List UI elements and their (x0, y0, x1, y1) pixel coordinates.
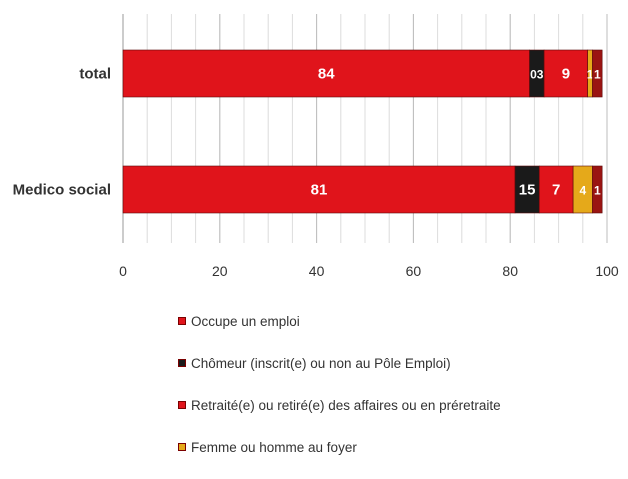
legend-label: Femme ou homme au foyer (191, 439, 357, 455)
data-label: 1 (587, 68, 594, 82)
legend-swatch (178, 401, 186, 409)
bar-segment (514, 165, 540, 214)
legend-swatch (178, 317, 186, 325)
legend: Occupe un emploi Chômeur (inscrit(e) ou n… (178, 311, 501, 479)
legend-label: Chômeur (inscrit(e) ou non au Pôle Emplo… (191, 355, 451, 371)
legend-label: Occupe un emploi (191, 313, 300, 329)
bar-segment (122, 49, 530, 98)
category-label: total (79, 66, 111, 83)
legend-swatch (178, 359, 186, 367)
x-tick-label: 0 (119, 263, 127, 279)
legend-item: Occupe un emploi (178, 311, 501, 331)
bar-segment (538, 165, 574, 214)
data-label: 4 (579, 184, 586, 198)
x-tick-label: 20 (212, 263, 228, 279)
legend-label: Retraité(e) ou retiré(e) des affaires ou… (191, 397, 501, 413)
x-tick-label: 40 (309, 263, 325, 279)
data-label: 84 (318, 66, 335, 83)
x-tick-label: 100 (595, 263, 619, 279)
data-label: 1 (594, 68, 601, 82)
legend-item: Retraité(e) ou retiré(e) des affaires ou… (178, 395, 501, 415)
data-label: 15 (519, 182, 536, 199)
data-label: 7 (552, 182, 560, 199)
bar-segment (592, 49, 603, 98)
legend-item: Femme ou homme au foyer (178, 437, 501, 457)
data-label: 81 (311, 182, 328, 199)
legend-item: Chômeur (inscrit(e) ou non au Pôle Emplo… (178, 353, 501, 373)
x-tick-label: 60 (406, 263, 422, 279)
bar-segment (592, 165, 603, 214)
category-label: Medico social (13, 182, 111, 199)
data-label: 03 (530, 68, 544, 82)
data-label: 9 (562, 66, 570, 83)
legend-swatch (178, 443, 186, 451)
data-label: 1 (594, 184, 601, 198)
x-tick-label: 80 (502, 263, 518, 279)
